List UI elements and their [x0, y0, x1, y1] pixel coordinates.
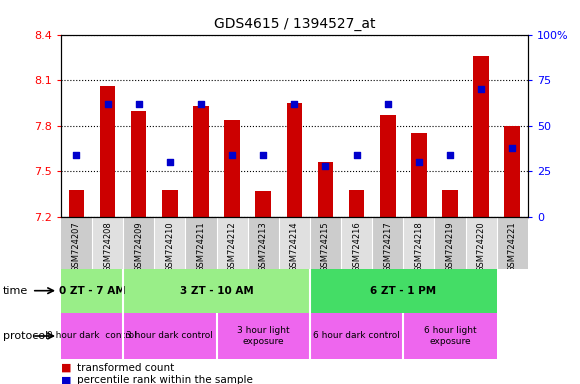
Text: percentile rank within the sample: percentile rank within the sample [77, 375, 253, 384]
Bar [310, 269, 496, 313]
Bar [131, 111, 147, 217]
Text: GSM724209: GSM724209 [134, 221, 143, 272]
Bar [341, 217, 372, 269]
Bar [92, 217, 123, 269]
Text: time: time [3, 286, 28, 296]
Bar [287, 103, 302, 217]
Bar [310, 217, 341, 269]
Text: GSM724214: GSM724214 [290, 221, 299, 272]
Bar [162, 190, 177, 217]
Point [134, 101, 143, 107]
Text: 3 hour light
exposure: 3 hour light exposure [237, 326, 289, 346]
Text: 6 hour dark control: 6 hour dark control [313, 331, 400, 341]
Bar [186, 217, 216, 269]
Bar [496, 217, 528, 269]
Text: 6 ZT - 1 PM: 6 ZT - 1 PM [370, 286, 436, 296]
Point [477, 86, 486, 92]
Bar [68, 190, 84, 217]
Point [383, 101, 392, 107]
Point [72, 152, 81, 158]
Text: ■: ■ [61, 363, 71, 373]
Title: GDS4615 / 1394527_at: GDS4615 / 1394527_at [213, 17, 375, 31]
Bar [310, 313, 403, 359]
Text: GSM724217: GSM724217 [383, 221, 392, 272]
Text: GSM724207: GSM724207 [72, 221, 81, 272]
Point [165, 159, 175, 166]
Bar [255, 191, 271, 217]
Bar [154, 217, 186, 269]
Text: 0 hour dark  control: 0 hour dark control [47, 331, 137, 341]
Bar [505, 126, 520, 217]
Bar [61, 269, 123, 313]
Text: GSM724213: GSM724213 [259, 221, 268, 272]
Text: GSM724220: GSM724220 [477, 221, 485, 272]
Bar [372, 217, 403, 269]
Text: GSM724216: GSM724216 [352, 221, 361, 272]
Text: GSM724212: GSM724212 [227, 221, 237, 272]
Text: protocol: protocol [3, 331, 48, 341]
Bar [193, 106, 209, 217]
Bar [279, 217, 310, 269]
Point [259, 152, 268, 158]
Bar [349, 190, 364, 217]
Bar [403, 313, 496, 359]
Text: GSM724210: GSM724210 [165, 221, 175, 272]
Bar [442, 190, 458, 217]
Point [352, 152, 361, 158]
Bar [123, 269, 310, 313]
Bar [473, 56, 489, 217]
Bar [380, 115, 396, 217]
Text: GSM724215: GSM724215 [321, 221, 330, 272]
Point [414, 159, 423, 166]
Bar [123, 217, 154, 269]
Bar [216, 217, 248, 269]
Text: 3 hour dark control: 3 hour dark control [126, 331, 213, 341]
Bar [100, 86, 115, 217]
Text: 3 ZT - 10 AM: 3 ZT - 10 AM [180, 286, 253, 296]
Bar [216, 313, 310, 359]
Text: ■: ■ [61, 375, 71, 384]
Bar [61, 217, 92, 269]
Bar [123, 313, 216, 359]
Bar [403, 217, 434, 269]
Point [227, 152, 237, 158]
Point [196, 101, 206, 107]
Bar [318, 162, 334, 217]
Point [290, 101, 299, 107]
Point [445, 152, 455, 158]
Bar [224, 120, 240, 217]
Text: transformed count: transformed count [77, 363, 175, 373]
Text: GSM724219: GSM724219 [445, 221, 455, 272]
Point [508, 145, 517, 151]
Text: GSM724211: GSM724211 [197, 221, 205, 272]
Bar [411, 133, 427, 217]
Text: 0 ZT - 7 AM: 0 ZT - 7 AM [59, 286, 125, 296]
Bar [434, 217, 466, 269]
Text: GSM724218: GSM724218 [414, 221, 423, 272]
Bar [248, 217, 279, 269]
Bar [61, 313, 123, 359]
Text: 6 hour light
exposure: 6 hour light exposure [423, 326, 476, 346]
Bar [466, 217, 496, 269]
Text: GSM724208: GSM724208 [103, 221, 112, 272]
Point [321, 163, 330, 169]
Point [103, 101, 113, 107]
Text: GSM724221: GSM724221 [508, 221, 517, 272]
